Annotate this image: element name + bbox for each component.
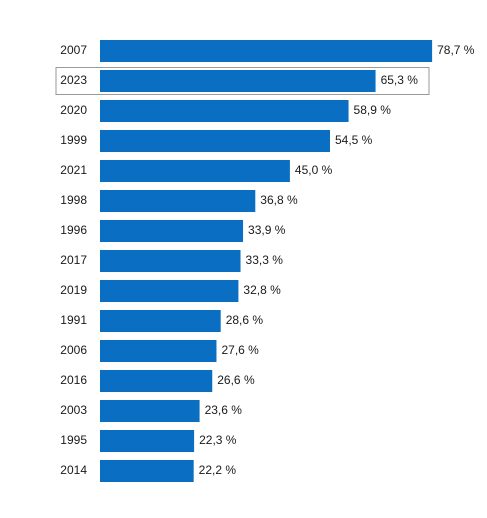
y-tick-label: 2017 bbox=[60, 253, 87, 267]
bar bbox=[100, 130, 330, 152]
y-tick-label: 1991 bbox=[60, 313, 87, 327]
value-label: 58,9 % bbox=[354, 103, 392, 117]
value-label: 36,8 % bbox=[260, 193, 298, 207]
value-label: 33,3 % bbox=[246, 253, 284, 267]
value-label: 22,2 % bbox=[199, 463, 237, 477]
value-label: 22,3 % bbox=[199, 433, 237, 447]
value-label: 28,6 % bbox=[226, 313, 264, 327]
value-label: 78,7 % bbox=[437, 43, 475, 57]
y-tick-label: 2007 bbox=[60, 43, 87, 57]
bar bbox=[100, 370, 213, 392]
value-label: 45,0 % bbox=[295, 163, 333, 177]
y-tick-label: 2003 bbox=[60, 403, 87, 417]
value-label: 54,5 % bbox=[335, 133, 373, 147]
value-label: 27,6 % bbox=[221, 343, 259, 357]
bar bbox=[100, 430, 195, 452]
y-tick-label: 1996 bbox=[60, 223, 87, 237]
bar bbox=[100, 100, 349, 122]
bar bbox=[100, 70, 376, 92]
bar bbox=[100, 250, 241, 272]
y-tick-label: 2021 bbox=[60, 163, 87, 177]
y-tick-label: 2020 bbox=[60, 103, 87, 117]
value-label: 23,6 % bbox=[205, 403, 243, 417]
value-label: 33,9 % bbox=[248, 223, 286, 237]
y-tick-label: 1998 bbox=[60, 193, 87, 207]
bar bbox=[100, 190, 256, 212]
bar bbox=[100, 40, 433, 62]
bar bbox=[100, 460, 194, 482]
bar bbox=[100, 400, 200, 422]
y-tick-label: 1995 bbox=[60, 433, 87, 447]
y-tick-label: 2019 bbox=[60, 283, 87, 297]
value-label: 32,8 % bbox=[243, 283, 281, 297]
value-label: 26,6 % bbox=[217, 373, 255, 387]
y-tick-label: 1999 bbox=[60, 133, 87, 147]
y-tick-label: 2006 bbox=[60, 343, 87, 357]
y-tick-label: 2014 bbox=[60, 463, 87, 477]
value-label: 65,3 % bbox=[381, 73, 419, 87]
highlight-box bbox=[55, 67, 430, 95]
y-tick-label: 2016 bbox=[60, 373, 87, 387]
y-tick-label: 2023 bbox=[60, 73, 87, 87]
bar bbox=[100, 220, 244, 242]
bar bbox=[100, 340, 217, 362]
bar bbox=[100, 160, 290, 182]
bar bbox=[100, 310, 221, 332]
bar bbox=[100, 280, 239, 302]
